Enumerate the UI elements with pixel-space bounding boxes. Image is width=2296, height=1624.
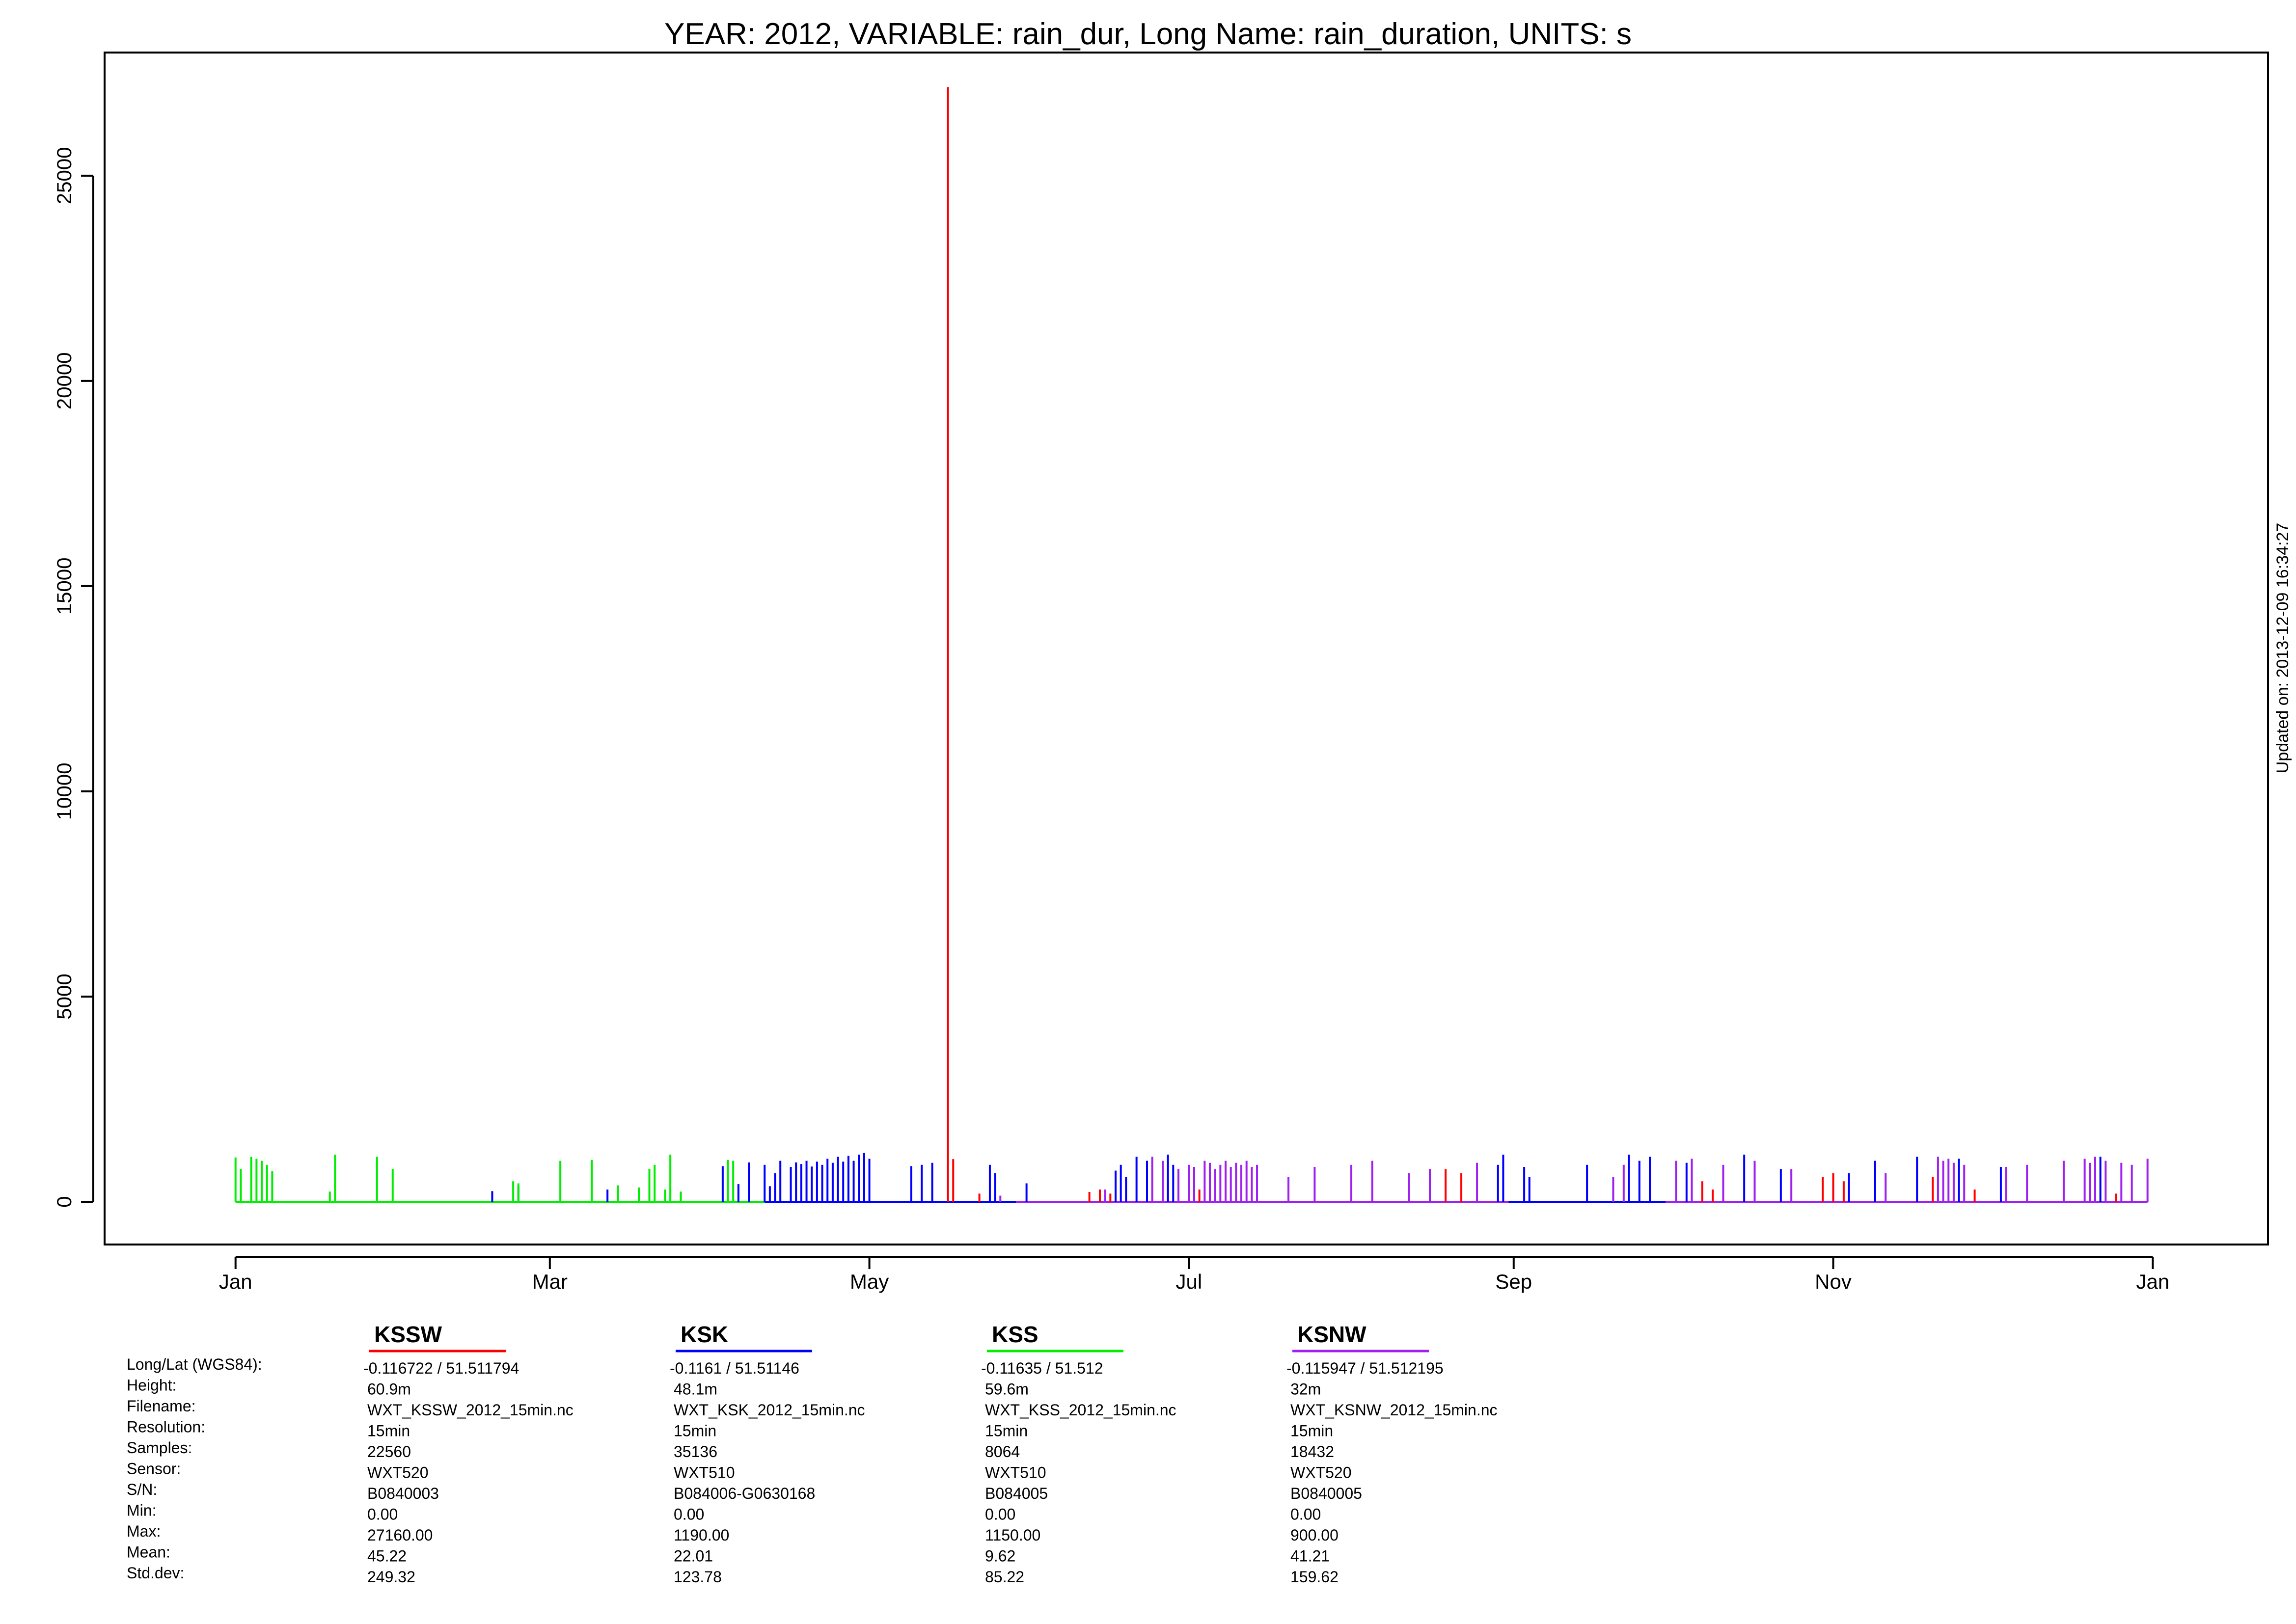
legend-cell-ksk-8: 1190.00 — [674, 1526, 729, 1544]
legend-cell-kssw-9: 45.22 — [367, 1547, 407, 1565]
legend-row-label-8: Max: — [127, 1522, 161, 1540]
legend-cell-ksk-2: WXT_KSK_2012_15min.nc — [674, 1401, 865, 1419]
legend-cell-kss-9: 9.62 — [985, 1547, 1015, 1565]
y-tick-label-2: 10000 — [53, 763, 76, 820]
legend-cell-kssw-4: 22560 — [367, 1443, 411, 1461]
legend-row-label-3: Resolution: — [127, 1418, 205, 1436]
x-tick-label-5: Nov — [1815, 1270, 1852, 1293]
y-tick-label-5: 25000 — [53, 147, 76, 204]
legend-cell-kss-6: B084005 — [985, 1485, 1048, 1502]
updated-on-note: Updated on: 2013-12-09 16:34:27 — [2273, 523, 2292, 773]
legend-cell-kssw-1: 60.9m — [367, 1380, 411, 1398]
x-axis: Jan Mar May Jul Sep Nov Jan — [219, 1256, 2169, 1293]
legend-cell-ksk-5: WXT510 — [674, 1464, 735, 1482]
legend-cell-kssw-3: 15min — [367, 1422, 410, 1440]
legend-row-label-7: Min: — [127, 1502, 156, 1519]
legend-cell-ksnw-1: 32m — [1290, 1380, 1321, 1398]
chart-title: YEAR: 2012, VARIABLE: rain_dur, Long Nam… — [664, 17, 1632, 51]
spike-group — [234, 87, 2149, 1202]
legend-cell-kssw-0: -0.116722 / 51.511794 — [363, 1359, 519, 1377]
y-tick-label-0: 0 — [53, 1196, 76, 1207]
legend-row-label-5: Sensor: — [127, 1460, 181, 1478]
legend-cell-ksk-0: -0.1161 / 51.51146 — [670, 1359, 799, 1377]
legend-cell-kssw-8: 27160.00 — [367, 1526, 433, 1544]
legend-row-label-9: Mean: — [127, 1543, 170, 1561]
x-tick-label-2: May — [850, 1270, 889, 1293]
legend-cell-ksnw-6: B0840005 — [1290, 1485, 1362, 1502]
legend-cell-ksk-1: 48.1m — [674, 1380, 717, 1398]
legend-cell-ksk-7: 0.00 — [674, 1506, 704, 1523]
legend-cell-kss-1: 59.6m — [985, 1380, 1029, 1398]
legend-cell-kss-4: 8064 — [985, 1443, 1020, 1461]
legend-cell-kssw-6: B0840003 — [367, 1485, 439, 1502]
legend-cell-ksnw-7: 0.00 — [1290, 1506, 1321, 1523]
legend-cell-kssw-2: WXT_KSSW_2012_15min.nc — [367, 1401, 574, 1419]
legend-cell-ksnw-4: 18432 — [1290, 1443, 1334, 1461]
legend-row-label-4: Samples: — [127, 1439, 192, 1457]
legend-cell-ksnw-3: 15min — [1290, 1422, 1333, 1440]
legend-cell-ksnw-5: WXT520 — [1290, 1464, 1351, 1482]
legend-cell-kss-2: WXT_KSS_2012_15min.nc — [985, 1401, 1176, 1419]
legend-cell-kss-0: -0.11635 / 51.512 — [981, 1359, 1103, 1377]
legend-row-label-10: Std.dev: — [127, 1564, 184, 1582]
legend-cell-ksk-4: 35136 — [674, 1443, 717, 1461]
legend-station-kss: KSS — [992, 1322, 1039, 1347]
legend-cell-ksnw-10: 159.62 — [1290, 1568, 1339, 1586]
x-tick-label-1: Mar — [532, 1270, 568, 1293]
x-tick-label-0: Jan — [219, 1270, 252, 1293]
legend-row-label-6: S/N: — [127, 1481, 157, 1498]
legend-cell-ksk-3: 15min — [674, 1422, 716, 1440]
legend-cell-ksnw-8: 900.00 — [1290, 1526, 1339, 1544]
station-legend-table: Long/Lat (WGS84): Height: Filename: Resolut… — [127, 1322, 1498, 1586]
x-tick-label-3: Jul — [1175, 1270, 1202, 1293]
legend-cell-kssw-7: 0.00 — [367, 1506, 398, 1523]
legend-cell-kss-8: 1150.00 — [985, 1526, 1040, 1544]
legend-cell-ksnw-9: 41.21 — [1290, 1547, 1330, 1565]
y-axis: 0 5000 10000 15000 20000 25000 — [53, 147, 94, 1208]
legend-cell-ksk-6: B084006-G0630168 — [674, 1485, 815, 1502]
x-tick-label-6: Jan — [2136, 1270, 2169, 1293]
y-tick-label-1: 5000 — [53, 974, 76, 1019]
x-tick-label-4: Sep — [1495, 1270, 1532, 1293]
legend-cell-ksnw-0: -0.115947 / 51.512195 — [1286, 1359, 1444, 1377]
legend-cell-kss-5: WXT510 — [985, 1464, 1046, 1482]
legend-cell-ksk-9: 22.01 — [674, 1547, 713, 1565]
legend-cell-kss-10: 85.22 — [985, 1568, 1024, 1586]
legend-cell-ksnw-2: WXT_KSNW_2012_15min.nc — [1290, 1401, 1498, 1419]
y-tick-label-3: 15000 — [53, 558, 76, 615]
legend-row-label-0: Long/Lat (WGS84): — [127, 1355, 262, 1373]
legend-row-label-2: Filename: — [127, 1397, 196, 1415]
legend-station-ksnw: KSNW — [1297, 1322, 1367, 1347]
legend-station-ksk: KSK — [681, 1322, 728, 1347]
legend-cell-kss-7: 0.00 — [985, 1506, 1015, 1523]
legend-row-label-1: Height: — [127, 1377, 176, 1394]
legend-cell-kssw-5: WXT520 — [367, 1464, 428, 1482]
plot-frame — [104, 52, 2269, 1245]
legend-cell-ksk-10: 123.78 — [674, 1568, 722, 1586]
y-tick-label-4: 20000 — [53, 352, 76, 409]
legend-cell-kss-3: 15min — [985, 1422, 1028, 1440]
legend-station-kssw: KSSW — [374, 1322, 442, 1347]
legend-cell-kssw-10: 249.32 — [367, 1568, 415, 1586]
